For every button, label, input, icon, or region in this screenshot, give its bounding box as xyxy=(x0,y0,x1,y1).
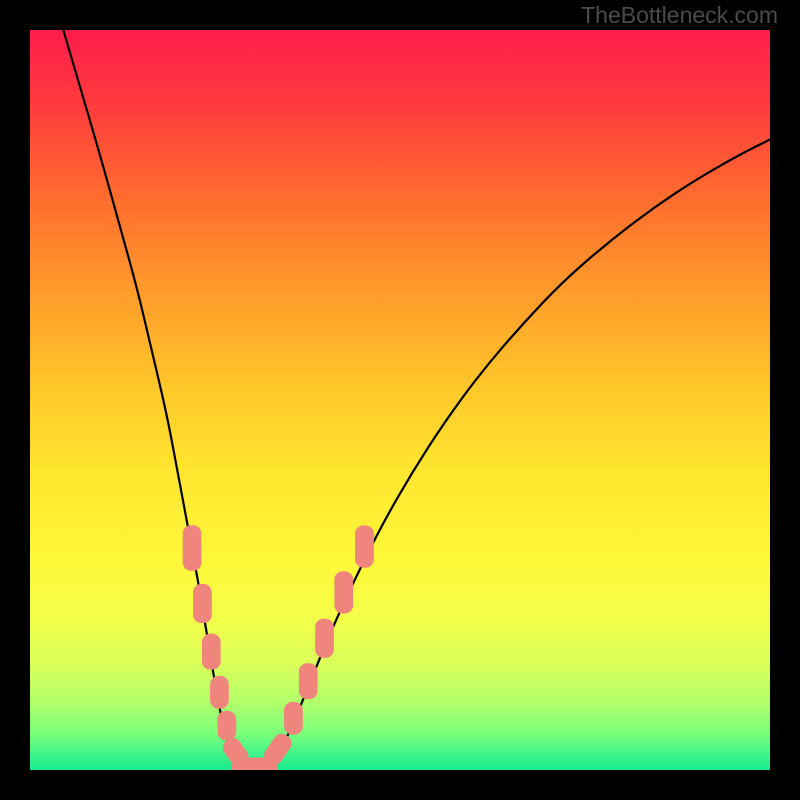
marker-12 xyxy=(335,572,353,614)
curve-lines xyxy=(63,30,770,770)
marker-9 xyxy=(284,702,302,734)
marker-4 xyxy=(218,711,236,740)
marker-1 xyxy=(193,584,211,622)
stage: TheBottleneck.com xyxy=(0,0,800,800)
bottleneck-curve xyxy=(30,30,770,770)
curve-left-branch xyxy=(63,30,255,770)
marker-2 xyxy=(202,634,220,669)
marker-3 xyxy=(210,676,228,708)
marker-10 xyxy=(299,664,317,699)
curve-markers xyxy=(183,526,373,770)
marker-11 xyxy=(316,619,334,657)
plot-area xyxy=(30,30,770,770)
watermark-text: TheBottleneck.com xyxy=(581,2,778,29)
curve-right-branch xyxy=(256,140,770,770)
marker-13 xyxy=(355,526,373,568)
marker-0 xyxy=(183,526,201,571)
